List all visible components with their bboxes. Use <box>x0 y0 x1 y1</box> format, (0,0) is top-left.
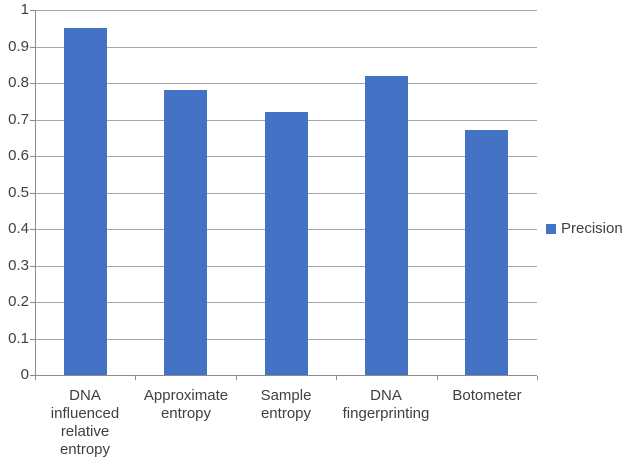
y-tick-label: 0.4 <box>8 220 29 237</box>
x-tick-mark <box>336 376 337 380</box>
y-tick-label: 0.1 <box>8 330 29 347</box>
bar-approximate-entropy <box>164 90 207 375</box>
x-category-label: DNA fingerprinting <box>342 387 430 422</box>
x-category-label: Botometer <box>452 387 522 404</box>
y-tick-mark <box>30 120 35 121</box>
y-tick-label: 0.6 <box>8 147 29 164</box>
bar-sample-entropy <box>265 112 308 375</box>
x-tick-mark <box>135 376 136 380</box>
y-tick-label: 0.2 <box>8 293 29 310</box>
x-tick-mark <box>35 376 36 380</box>
y-tick-mark <box>30 10 35 11</box>
y-tick-mark <box>30 229 35 230</box>
gridline <box>35 83 537 84</box>
y-tick-mark <box>30 375 35 376</box>
y-tick-mark <box>30 302 35 303</box>
y-tick-mark <box>30 339 35 340</box>
x-category-label: DNA influenced relative entropy <box>50 387 120 458</box>
x-axis-line <box>35 375 537 376</box>
bar-dna-influenced-relative-entropy <box>64 28 107 375</box>
y-tick-mark <box>30 156 35 157</box>
x-tick-mark <box>537 376 538 380</box>
bar-dna-fingerprinting <box>365 76 408 375</box>
x-category-label: Approximate entropy <box>143 387 229 422</box>
legend: Precision <box>546 220 623 237</box>
y-tick-mark <box>30 266 35 267</box>
y-tick-label: 0.9 <box>8 38 29 55</box>
y-tick-mark <box>30 193 35 194</box>
x-tick-mark <box>236 376 237 380</box>
y-tick-label: 0.8 <box>8 74 29 91</box>
y-tick-label: 1 <box>20 1 29 18</box>
bar-botometer <box>465 130 508 375</box>
x-category-label: Sample entropy <box>260 387 312 422</box>
y-tick-label: 0.7 <box>8 111 29 128</box>
y-tick-mark <box>30 83 35 84</box>
gridline <box>35 47 537 48</box>
y-tick-mark <box>30 47 35 48</box>
x-tick-mark <box>437 376 438 380</box>
legend-color-swatch <box>546 223 556 234</box>
gridline <box>35 10 537 11</box>
y-tick-label: 0 <box>20 366 29 383</box>
y-tick-label: 0.5 <box>8 184 29 201</box>
legend-label: Precision <box>561 220 623 237</box>
y-tick-label: 0.3 <box>8 257 29 274</box>
y-axis-line <box>35 10 36 375</box>
